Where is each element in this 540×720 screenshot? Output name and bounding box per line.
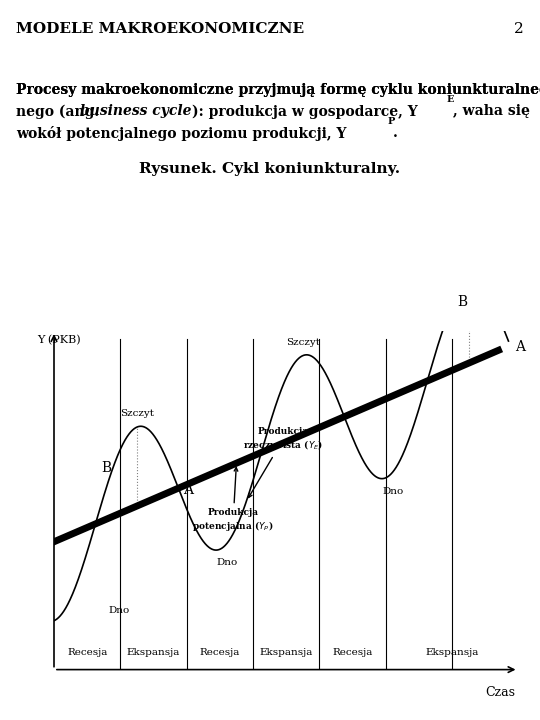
Text: negó (ang.: negó (ang. — [0, 719, 1, 720]
Text: MODELE MAKROEKONOMICZNE: MODELE MAKROEKONOMICZNE — [16, 22, 305, 35]
Text: Procesy makroekonomiczne przyjmują formę cyklu koniunkturalnego (ang.: Procesy makroekonomiczne przyjmują formę… — [16, 83, 540, 97]
Text: A: A — [183, 482, 193, 497]
Text: .: . — [393, 126, 398, 140]
Text: Produkcja
rzeczywista ($Y_E$): Produkcja rzeczywista ($Y_E$) — [243, 427, 323, 498]
Text: P: P — [388, 117, 395, 126]
Text: Y (PKB): Y (PKB) — [37, 335, 81, 346]
Text: B: B — [102, 461, 111, 474]
Text: , waha się: , waha się — [453, 104, 529, 118]
Text: business cycle: business cycle — [80, 104, 191, 118]
Text: Ekspansja: Ekspansja — [260, 648, 313, 657]
Text: ): produkcja w gospodarce, Y: ): produkcja w gospodarce, Y — [192, 104, 417, 119]
Text: wokół potencjalnego poziomu produkcji, Y: wokół potencjalnego poziomu produkcji, Y — [16, 126, 347, 141]
Text: B: B — [457, 295, 468, 310]
Text: Recesja: Recesja — [200, 648, 240, 657]
Text: Szczyt: Szczyt — [120, 409, 154, 418]
Text: Czas: Czas — [485, 686, 515, 699]
Text: E: E — [446, 95, 454, 104]
Text: Recesja: Recesja — [332, 648, 373, 657]
Text: Dno: Dno — [217, 558, 238, 567]
Text: Procesy makroekonomiczne przyjmują formę cyklu koniunkturalnego (ang.: Procesy makroekonomiczne przyjmują formę… — [16, 83, 540, 97]
Text: 2: 2 — [514, 22, 524, 35]
Text: Rysunek. Cykl koniunkturalny.: Rysunek. Cykl koniunkturalny. — [139, 162, 401, 176]
Text: Szczyt: Szczyt — [286, 338, 320, 346]
Text: Dno: Dno — [382, 487, 403, 496]
Text: Dno: Dno — [109, 606, 130, 616]
Text: Ekspansja: Ekspansja — [426, 648, 479, 657]
Text: Produkcja
potencjalna ($Y_P$): Produkcja potencjalna ($Y_P$) — [192, 467, 274, 534]
Text: nego (ang.: nego (ang. — [16, 104, 104, 119]
Text: Recesja: Recesja — [67, 648, 107, 657]
Text: A: A — [515, 340, 525, 354]
Text: Ekspansja: Ekspansja — [127, 648, 180, 657]
